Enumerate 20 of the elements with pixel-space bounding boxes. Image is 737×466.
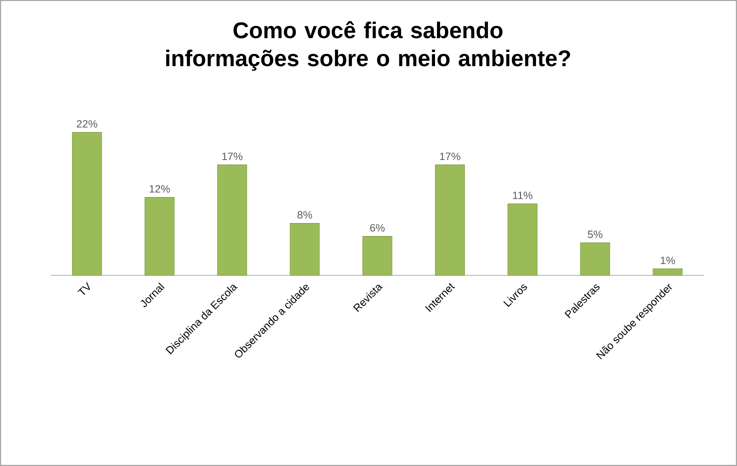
data-label: 1% xyxy=(660,256,676,264)
bar xyxy=(508,204,538,276)
data-label: 5% xyxy=(588,230,602,238)
data-label: 11% xyxy=(513,192,532,200)
data-label: 17% xyxy=(222,152,242,160)
data-label: 12% xyxy=(150,185,170,193)
bar xyxy=(652,268,683,276)
x-tick-label: TV xyxy=(78,282,90,295)
bar xyxy=(362,236,392,276)
data-label: 22% xyxy=(76,120,98,128)
bar xyxy=(434,164,465,276)
data-label: 17% xyxy=(440,152,460,160)
bar xyxy=(72,132,102,276)
bar xyxy=(217,164,248,276)
bar xyxy=(144,197,174,276)
bar xyxy=(580,242,610,276)
data-label: 8% xyxy=(297,211,312,219)
data-label: 6% xyxy=(370,224,385,232)
bar xyxy=(290,223,320,276)
chart-title: Como você fica sabendo informações sobre o meio ambiente? xyxy=(166,21,570,71)
